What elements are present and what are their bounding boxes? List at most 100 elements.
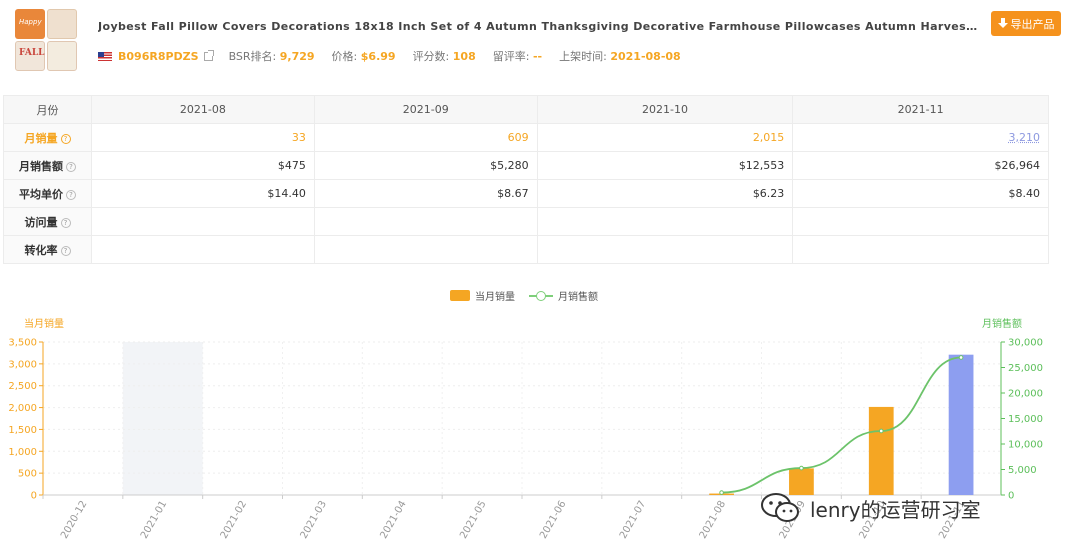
line-point [719, 490, 724, 495]
table-cell [792, 235, 1049, 264]
month-col-0: 2021-08 [91, 95, 315, 124]
table-cell: $14.40 [91, 179, 315, 208]
pillow-text-happy: Happy [19, 18, 42, 26]
table-cell [91, 207, 315, 236]
help-icon[interactable]: ? [60, 217, 71, 228]
product-header: Happy FALL Joybest Fall Pillow Covers De… [0, 0, 1066, 82]
help-icon[interactable]: ? [60, 133, 71, 144]
table-cell [313, 207, 538, 236]
table-cell: $5,280 [313, 151, 538, 180]
product-thumbnail[interactable]: Happy FALL [14, 8, 78, 72]
line-point [799, 465, 804, 471]
export-product-button[interactable]: 导出产品 [991, 11, 1061, 36]
wechat-icon [761, 493, 799, 522]
right-tick-label: 10,000 [1008, 440, 1043, 451]
external-link-icon[interactable] [203, 49, 214, 61]
listed-date-label: 上架时间: [559, 50, 607, 63]
table-row-visits: 访问量? [3, 207, 1049, 236]
left-tick-label: 3,000 [8, 359, 37, 370]
table-row-monthly-revenue: 月销售额? $475 $5,280 $12,553 $26,964 [3, 151, 1049, 180]
price-label: 价格: [331, 50, 358, 63]
line-monthly-revenue [721, 356, 962, 494]
right-tick-label: 20,000 [1008, 389, 1043, 400]
bar-monthly-sales [789, 468, 814, 495]
pillow-image-2 [47, 9, 77, 39]
right-tick-label: 25,000 [1008, 363, 1043, 374]
right-axis-title: 月销售额 [982, 317, 1022, 330]
export-button-label: 导出产品 [1010, 17, 1055, 31]
download-icon [997, 18, 1008, 29]
table-cell [792, 207, 1049, 236]
line-point [958, 355, 964, 360]
x-tick-label: 2021-01 [139, 499, 169, 541]
month-col-1: 2021-09 [313, 95, 538, 124]
reviews-value: 108 [452, 49, 476, 63]
x-tick-label: 2021-06 [538, 499, 568, 541]
bar-monthly-sales [948, 354, 974, 495]
row-label-text: 月销量 [24, 131, 58, 145]
x-tick-label: 2021-07 [618, 499, 648, 541]
row-label-monthly-sales: 月销量? [3, 123, 92, 152]
retention-value: -- [532, 49, 543, 63]
help-icon[interactable]: ? [60, 245, 71, 256]
legend-line-label[interactable]: 月销售额 [558, 292, 598, 303]
row-label-monthly-revenue: 月销售额? [3, 151, 92, 180]
help-icon[interactable]: ? [66, 161, 76, 172]
us-flag-icon [98, 51, 112, 61]
month-header: 月份 [3, 95, 92, 124]
left-tick-label: 0 [31, 491, 37, 502]
bsr-label: BSR排名: [228, 50, 277, 63]
month-col-2: 2021-10 [536, 95, 794, 124]
pillow-image-1: Happy [15, 9, 45, 39]
x-tick-label: 2021-04 [378, 499, 408, 541]
x-tick-label: 2021-02 [219, 499, 249, 541]
row-label-text: 访问量 [24, 215, 58, 229]
table-cell: $8.40 [792, 179, 1049, 208]
product-meta: B096R8PDZS BSR排名: 9,729 价格: $6.99 评分数: 1… [98, 48, 698, 64]
table-header-row: 月份 2021-08 2021-09 2021-10 2021-11 [3, 95, 1049, 124]
legend-bar-label[interactable]: 当月销量 [475, 292, 515, 303]
table-cell: 2,015 [536, 123, 794, 152]
retention-label: 留评率: [492, 50, 530, 63]
row-label-conversion: 转化率? [3, 235, 92, 264]
sales-chart[interactable]: 当月销量 月销售额 0 500 1,000 1,500 2,000 2,500 3,000 3,5… [0, 312, 1066, 555]
table-row-avg-price: 平均单价? $14.40 $8.67 $6.23 $8.40 [3, 179, 1049, 208]
chart-legend: 当月销量 月销售额 [450, 288, 598, 303]
table-cell: $475 [91, 151, 315, 180]
left-tick-label: 2,000 [8, 403, 37, 414]
right-tick-label: 5,000 [1008, 465, 1037, 476]
legend-bar-swatch[interactable] [450, 290, 470, 301]
table-cell-current-month[interactable]: 3,210 [792, 123, 1049, 152]
left-axis-title: 当月销量 [24, 317, 64, 330]
row-label-visits: 访问量? [3, 207, 92, 236]
table-cell: 609 [313, 123, 538, 152]
table-row-conversion: 转化率? [3, 235, 1049, 264]
table-cell [313, 235, 538, 264]
table-row-monthly-sales: 月销量? 33 609 2,015 3,210 [3, 123, 1049, 152]
right-tick-label: 15,000 [1008, 414, 1043, 425]
pillow-image-3: FALL [15, 41, 45, 71]
watermark: lenry的运营研习室 [760, 492, 981, 524]
left-tick-label: 2,500 [8, 381, 37, 392]
row-label-text: 月销售额 [19, 159, 63, 173]
help-icon[interactable]: ? [66, 189, 76, 200]
bar-monthly-sales [868, 406, 894, 495]
table-cell: $6.23 [536, 179, 794, 208]
left-tick-label: 1,000 [8, 447, 37, 458]
row-label-text: 平均单价 [19, 187, 63, 201]
table-cell [91, 235, 315, 264]
x-tick-label: 2020-12 [59, 499, 89, 541]
x-tick-label: 2021-08 [698, 499, 728, 541]
reviews-label: 评分数: [412, 50, 450, 63]
asin-link[interactable]: B096R8PDZS [118, 49, 199, 63]
legend-line-swatch[interactable] [529, 290, 553, 301]
bsr-value: 9,729 [279, 49, 315, 63]
monthly-stats-table: 月份 2021-08 2021-09 2021-10 2021-11 月销量? … [3, 95, 1049, 264]
table-cell: $8.67 [313, 179, 538, 208]
pillow-image-4 [47, 41, 77, 71]
right-tick-label: 0 [1008, 491, 1014, 502]
product-title[interactable]: Joybest Fall Pillow Covers Decorations 1… [98, 20, 978, 33]
listed-date-value: 2021-08-08 [610, 49, 681, 63]
row-label-text: 转化率 [24, 243, 58, 257]
table-cell: 33 [91, 123, 315, 152]
